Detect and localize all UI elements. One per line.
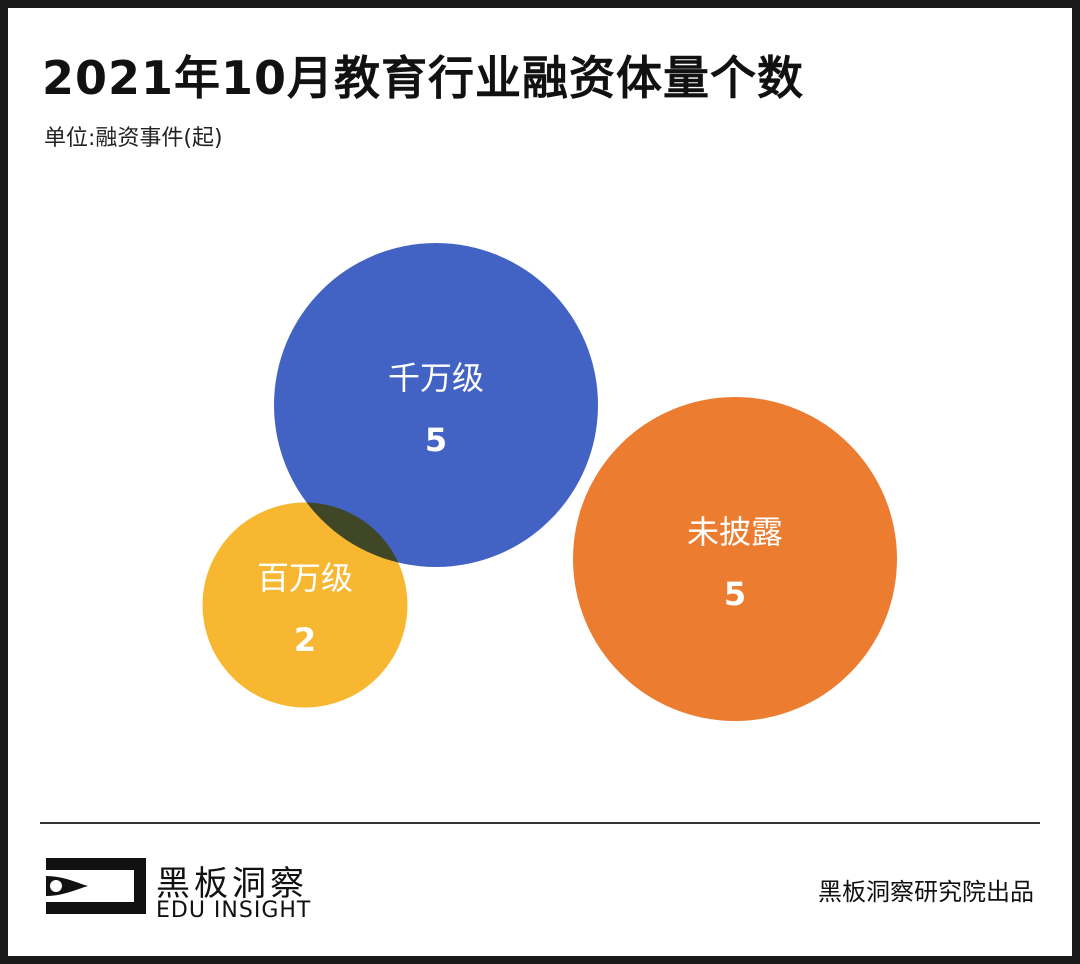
- credit-text: 黑板洞察研究院出品: [818, 878, 1034, 906]
- chart-card: 2021年10月教育行业融资体量个数 单位:融资事件(起) 千万级 5 百万级 2 未披…: [8, 8, 1072, 956]
- page-title: 2021年10月教育行业融资体量个数: [42, 51, 805, 105]
- bubble-value-baiwan: 2: [294, 621, 316, 659]
- brand-name-en: EDU INSIGHT: [156, 898, 312, 923]
- bubble-value-qianwan: 5: [425, 421, 447, 459]
- edu-insight-logo-icon: [46, 858, 146, 914]
- brand-name-cn: 黑板洞察: [156, 864, 308, 904]
- bubble-qianwan: [274, 243, 598, 567]
- bubble-label-weipilu: 未披露: [687, 513, 783, 551]
- bubble-value-weipilu: 5: [724, 575, 746, 613]
- bubble-weipilu: [573, 397, 897, 721]
- bubble-chart: 千万级 5 百万级 2 未披露 5: [202, 243, 897, 721]
- bubble-label-baiwan: 百万级: [257, 559, 353, 597]
- footer-divider: [40, 822, 1040, 824]
- bubble-label-qianwan: 千万级: [388, 359, 484, 397]
- unit-subtitle: 单位:融资事件(起): [44, 126, 223, 151]
- bubble-baiwan: [202, 502, 408, 708]
